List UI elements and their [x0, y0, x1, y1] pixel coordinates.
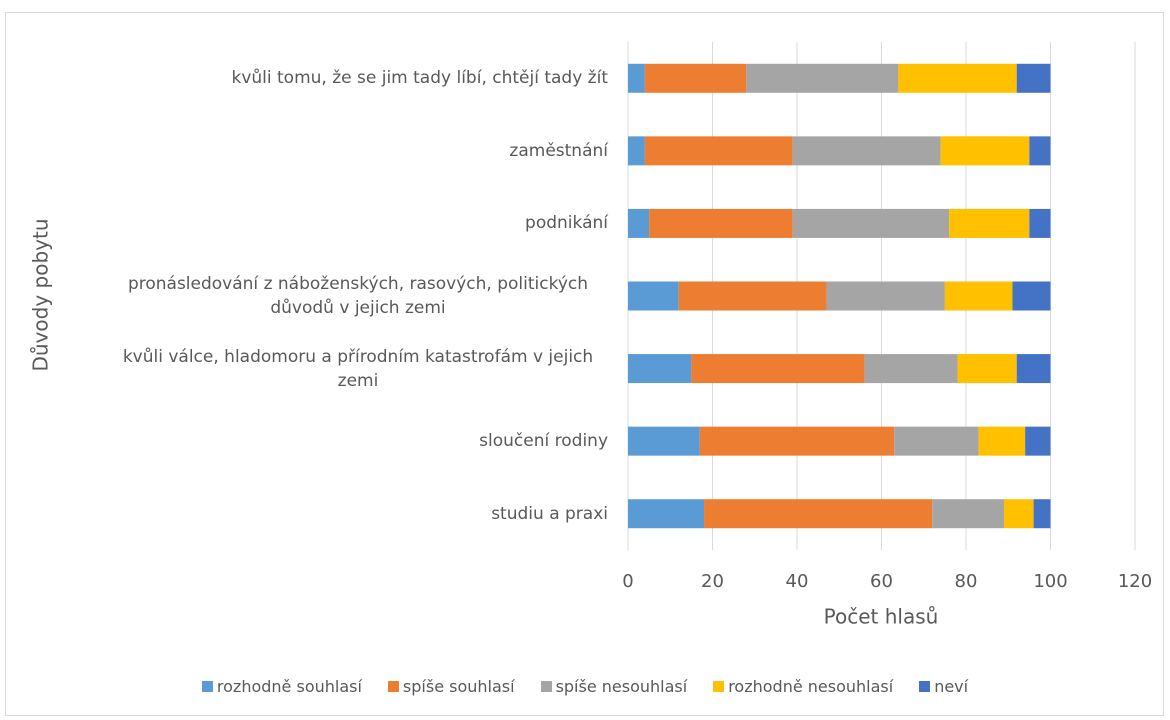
- y-tick-label: kvůli válce, hladomoru a přírodním katas…: [88, 345, 608, 393]
- legend: rozhodně souhlasí spíše souhlasí spíše nes…: [0, 677, 1170, 696]
- x-tick-label: 120: [1118, 571, 1152, 592]
- x-tick-label: 80: [955, 571, 978, 592]
- bar: [944, 281, 1013, 311]
- legend-swatch: [919, 681, 931, 692]
- bar: [678, 281, 827, 311]
- x-tick-label: 100: [1033, 571, 1067, 592]
- y-tick-label: pronásledování z náboženských, rasových,…: [88, 272, 608, 320]
- bar: [792, 136, 941, 166]
- y-axis-title: Důvody pobytu: [29, 218, 53, 371]
- legend-label: rozhodně souhlasí: [216, 677, 362, 696]
- bar: [792, 208, 950, 238]
- bar: [644, 63, 747, 93]
- legend-label: spíše nesouhlasí: [555, 677, 688, 696]
- y-tick-text: kvůli válce, hladomoru a přírodním katas…: [122, 346, 594, 391]
- bar: [628, 208, 650, 238]
- bar: [691, 354, 865, 384]
- bar: [940, 136, 1030, 166]
- legend-label: spíše souhlasí: [402, 677, 515, 696]
- bar: [1029, 136, 1051, 166]
- legend-item: spíše nesouhlasí: [540, 677, 688, 696]
- chart-border: [5, 12, 1164, 716]
- x-axis-title: Počet hlasů: [824, 605, 939, 629]
- y-tick-label: zaměstnání: [88, 139, 608, 163]
- bar: [949, 208, 1030, 238]
- x-tick-label: 40: [786, 571, 809, 592]
- legend-swatch: [713, 681, 725, 692]
- y-tick-label: podnikání: [88, 211, 608, 235]
- bar: [628, 354, 692, 384]
- bar: [826, 281, 945, 311]
- bar: [1004, 499, 1034, 529]
- bar: [1012, 281, 1051, 311]
- y-tick-text: zaměstnání: [509, 140, 608, 161]
- legend-label: rozhodně nesouhlasí: [728, 677, 894, 696]
- bar: [1016, 354, 1051, 384]
- x-tick-label: 20: [701, 571, 724, 592]
- bar: [1025, 426, 1051, 456]
- bar: [1033, 499, 1051, 529]
- bar: [649, 208, 793, 238]
- legend-swatch: [387, 681, 399, 692]
- bar: [978, 426, 1026, 456]
- bar: [1029, 208, 1051, 238]
- bar: [628, 426, 700, 456]
- bar: [628, 499, 705, 529]
- y-tick-label: kvůli tomu, že se jim tady líbí, chtějí …: [88, 66, 608, 90]
- bar: [628, 63, 645, 93]
- legend-item: neví: [919, 677, 968, 696]
- legend-swatch: [540, 681, 552, 692]
- y-tick-text: studiu a praxi: [491, 503, 608, 524]
- legend-item: spíše souhlasí: [387, 677, 515, 696]
- legend-swatch: [201, 681, 213, 692]
- bar: [746, 63, 899, 93]
- bar: [704, 499, 933, 529]
- bar: [699, 426, 895, 456]
- bar: [932, 499, 1005, 529]
- legend-item: rozhodně souhlasí: [201, 677, 362, 696]
- bar: [898, 63, 1017, 93]
- y-tick-text: kvůli tomu, že se jim tady líbí, chtějí …: [231, 68, 608, 89]
- bar: [644, 136, 793, 166]
- bar: [957, 354, 1017, 384]
- bar: [864, 354, 958, 384]
- y-tick-text: pronásledování z náboženských, rasových,…: [127, 274, 589, 318]
- y-tick-text: sloučení rodiny: [479, 431, 608, 452]
- bar: [628, 281, 679, 311]
- bar: [628, 136, 645, 166]
- legend-label: neví: [934, 677, 969, 696]
- y-tick-label: studiu a praxi: [88, 502, 608, 526]
- x-tick-label: 60: [870, 571, 893, 592]
- bar: [894, 426, 979, 456]
- y-tick-label: sloučení rodiny: [88, 429, 608, 453]
- bar: [1016, 63, 1051, 93]
- x-tick-label: 0: [622, 571, 633, 592]
- legend-item: rozhodně nesouhlasí: [713, 677, 893, 696]
- y-tick-text: podnikání: [525, 213, 608, 234]
